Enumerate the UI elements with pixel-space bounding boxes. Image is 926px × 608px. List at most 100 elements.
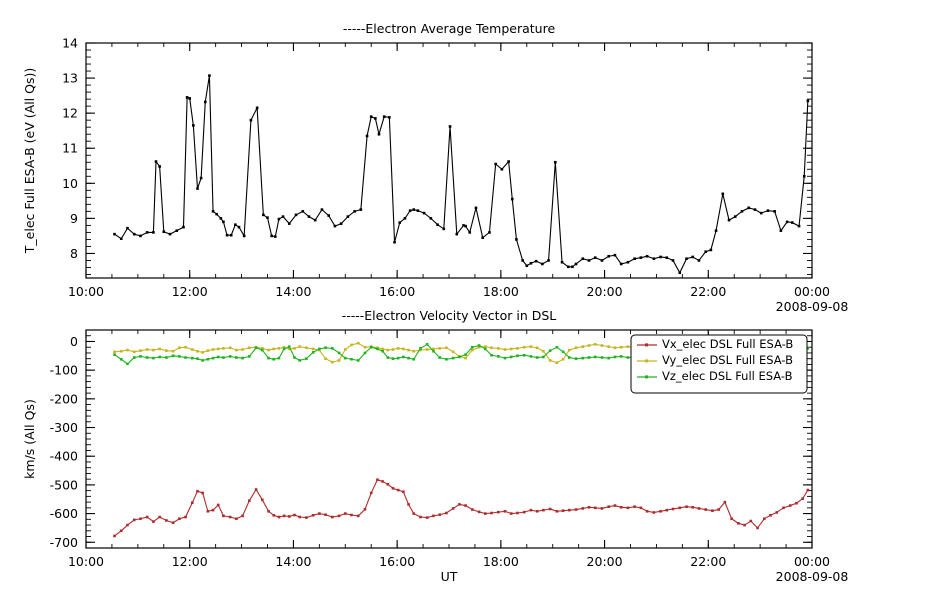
data-point [301,210,305,213]
data-point [419,348,422,352]
data-point [402,490,405,494]
y-axis-label: km/s (All Qs) [22,399,37,479]
data-point [522,510,526,514]
data-point [339,222,343,225]
data-point [139,355,142,358]
data-point [249,118,253,122]
data-point [685,505,688,508]
data-point [574,346,578,350]
data-point [248,499,251,502]
legend-box [630,334,808,394]
data-point [235,348,238,352]
data-point [237,225,241,229]
data-point [753,208,757,211]
data-point [481,236,485,239]
data-point [509,512,513,515]
data-point [402,355,405,359]
data-point [516,347,519,350]
data-point [374,117,377,120]
date-label: 2008-09-08 [776,299,849,314]
data-point [386,483,390,486]
data-point [471,348,474,352]
data-point [222,514,225,518]
data-point [196,349,199,353]
data-point [412,357,416,361]
data-point [126,348,129,352]
data-point [206,509,210,513]
data-point [307,215,311,218]
data-point [529,261,533,265]
data-point [600,356,604,359]
data-point [717,508,720,511]
data-point [324,357,327,360]
data-point [391,348,395,351]
data-point [132,350,136,354]
data-point [363,507,367,511]
data-point [242,234,246,238]
data-point [477,510,481,514]
data-point [145,348,149,351]
data-point [337,359,341,362]
data-point [548,349,552,352]
data-point [261,347,264,350]
data-point [175,229,179,232]
data-point [152,356,155,360]
data-point [222,356,225,359]
data-point [331,360,334,364]
data-point [293,513,296,517]
data-point [574,508,578,511]
data-point [305,346,308,350]
data-point [139,517,142,521]
data-point [158,347,161,351]
data-point [574,262,578,266]
data-point [691,255,695,259]
data-point [619,505,623,509]
legend-marker-point-0 [645,343,648,347]
data-point [139,349,142,352]
data-point [593,256,597,259]
data-point [113,353,116,356]
x-tick-label: 22:00 [690,284,726,299]
data-point [416,209,420,212]
y-tick-label: -200 [50,391,78,406]
data-point [529,508,533,512]
data-point [797,224,801,228]
data-point [445,346,448,350]
data-point [382,115,386,118]
data-point [709,248,713,252]
data-point [356,514,360,518]
data-point [320,208,324,211]
data-point [425,348,429,351]
data-point [451,356,455,360]
data-point [298,515,301,519]
data-point [740,210,744,213]
data-point [196,187,199,190]
data-point [607,356,611,360]
data-point [779,229,783,232]
data-point [191,348,194,351]
data-point [542,349,545,353]
data-point [294,213,298,217]
data-point [743,523,746,527]
data-point [522,345,526,349]
data-point [184,515,187,519]
y-tick-label: 13 [62,71,78,86]
y-tick-label: -700 [50,535,78,550]
data-point [184,356,187,359]
y-tick-label: -600 [50,506,78,521]
data-point [139,234,142,238]
data-point [333,224,337,228]
data-point [464,356,467,360]
data-point [241,514,244,518]
data-point [802,174,806,178]
data-point [266,216,269,219]
data-point [206,357,210,361]
data-point [318,512,321,515]
data-point [113,534,116,538]
data-point [633,505,636,508]
data-point [721,192,725,196]
data-point [678,506,682,510]
data-point [723,500,727,504]
data-point [369,491,373,495]
